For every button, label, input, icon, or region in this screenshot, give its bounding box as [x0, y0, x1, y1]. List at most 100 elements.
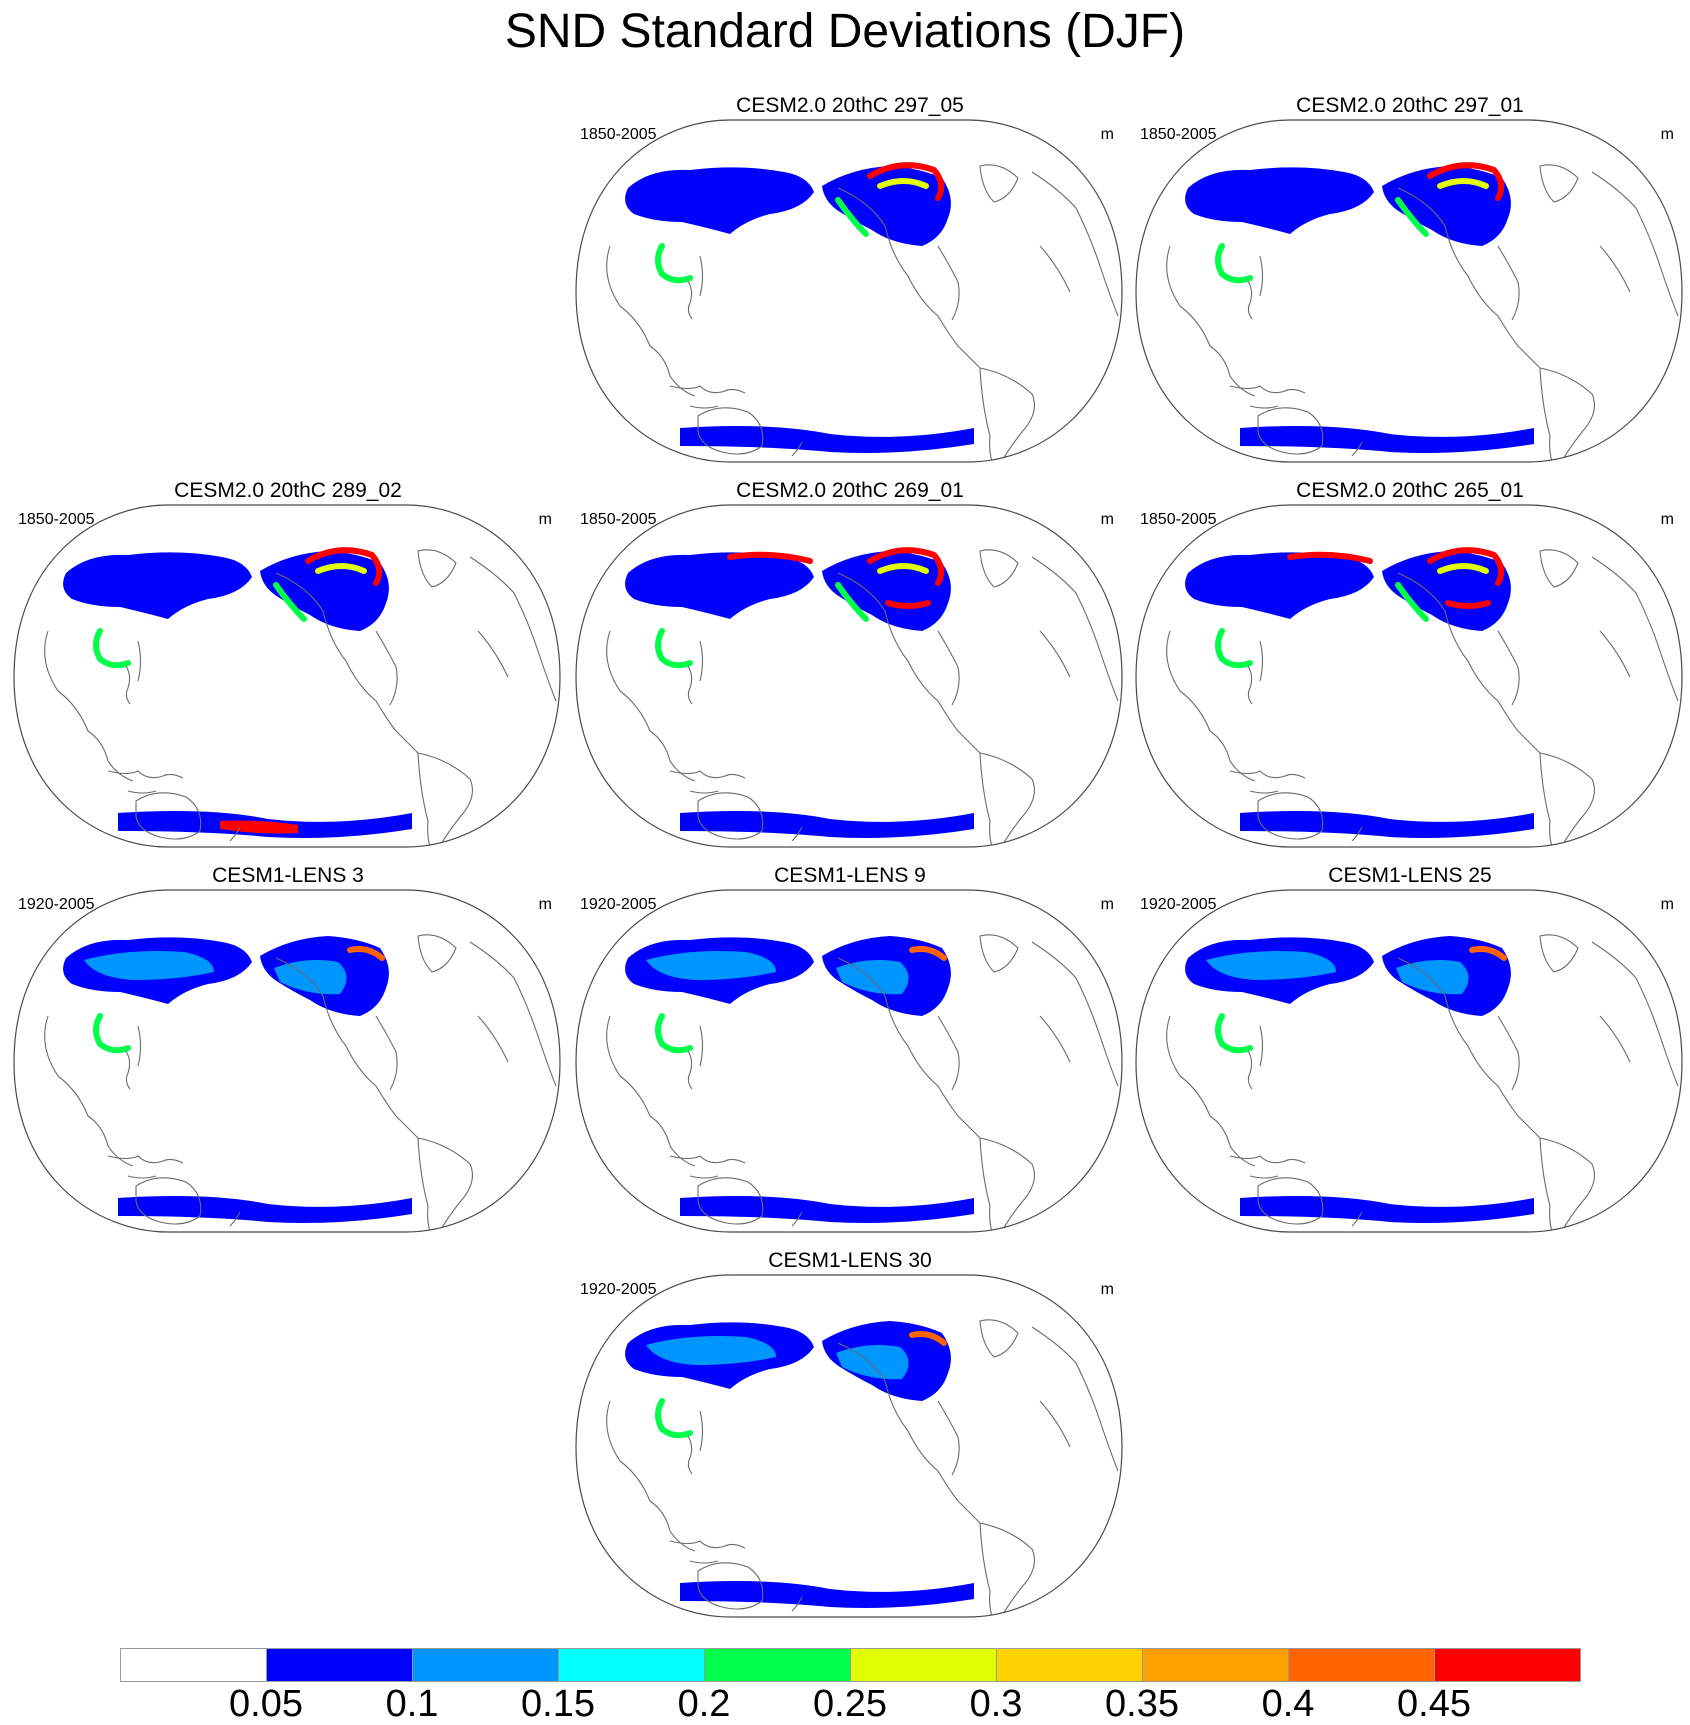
colorbar-level-label: 0.1: [385, 1683, 439, 1725]
panel-unit: m: [1100, 1281, 1114, 1298]
panel-title: CESM2.0 20thC 265_01: [1296, 479, 1524, 502]
coastline: [606, 630, 696, 782]
map-panel: CESM2.0 20thC 265_01 1850-2005 m: [1130, 479, 1690, 859]
snow-field: [867, 547, 945, 586]
coastline: [957, 1115, 981, 1139]
colorbar-swatch: [850, 1648, 997, 1682]
snow-field: [93, 628, 131, 669]
map-plot: [13, 504, 561, 848]
coastline: [1599, 245, 1631, 293]
panel-period: 1850-2005: [1140, 126, 1217, 143]
coastline: [127, 1175, 157, 1179]
coastline: [1599, 630, 1631, 678]
colorbar-level-label: 0.25: [813, 1683, 887, 1725]
snow-field: [877, 178, 929, 189]
colorbar-level-label: 0.15: [521, 1683, 595, 1725]
coastline: [1591, 941, 1679, 1087]
coastline: [837, 957, 959, 1117]
panel-period: 1850-2005: [580, 126, 657, 143]
snow-field: [1396, 960, 1469, 995]
snow-field: [655, 628, 693, 669]
snow-field: [1395, 197, 1429, 237]
panel-unit: m: [1100, 511, 1114, 528]
coastline: [697, 1562, 764, 1610]
coastline: [1031, 941, 1119, 1087]
coastline: [1031, 556, 1119, 702]
snow-field: [347, 946, 385, 961]
snow-field: [1215, 628, 1253, 669]
coastline: [979, 367, 1035, 462]
coastline: [1257, 792, 1324, 840]
coastline: [477, 630, 509, 678]
snow-field: [680, 1196, 974, 1223]
map-panel: CESM1-LENS 9 1920-2005 m: [570, 864, 1130, 1244]
snow-field: [646, 1336, 776, 1365]
coastline: [791, 1211, 803, 1227]
map-panel: CESM1-LENS 3 1920-2005 m: [8, 864, 568, 1244]
coastline: [1397, 957, 1519, 1117]
coastline: [937, 630, 960, 706]
coastline: [107, 770, 184, 779]
map-panel: CESM1-LENS 25 1920-2005 m: [1130, 864, 1690, 1244]
coastline: [697, 407, 764, 455]
coastline: [837, 572, 959, 732]
snow-field: [625, 167, 814, 234]
coastline: [1539, 549, 1579, 588]
coastline: [417, 549, 457, 588]
snow-field: [836, 960, 909, 995]
coastline: [937, 1400, 960, 1476]
snow-field: [1185, 167, 1374, 234]
coastline: [1039, 245, 1071, 293]
coastline: [697, 1177, 764, 1225]
coastline: [1539, 164, 1579, 203]
coastline: [107, 1155, 184, 1164]
snow-field: [867, 162, 945, 201]
coastline: [687, 665, 693, 705]
coastline: [417, 934, 457, 973]
colorbar-level-label: 0.3: [969, 1683, 1023, 1725]
coastline: [1351, 1211, 1363, 1227]
coastline: [1591, 556, 1679, 702]
coastline: [791, 441, 803, 457]
panel-period: 1920-2005: [18, 896, 95, 913]
coastline: [1599, 1015, 1631, 1063]
coastline: [477, 1015, 509, 1063]
coastline: [1539, 752, 1595, 847]
coastline: [1497, 245, 1520, 321]
panel-title: CESM1-LENS 25: [1328, 864, 1492, 887]
map-plot: [575, 119, 1123, 463]
snow-field: [118, 1196, 412, 1223]
coastline: [957, 730, 981, 754]
snow-field: [1287, 551, 1373, 564]
coastline: [1229, 385, 1306, 394]
coastline: [699, 255, 704, 297]
colorbar: 0.05 0.1 0.15 0.2 0.25 0.3 0.35 0.4 0.45: [0, 1640, 1690, 1724]
coastline: [1351, 826, 1363, 842]
snow-field: [220, 820, 298, 834]
map-plot: [575, 1274, 1123, 1618]
coastline: [1259, 255, 1264, 297]
map-panel: CESM2.0 20thC 269_01 1850-2005 m: [570, 479, 1130, 859]
snow-field: [1445, 600, 1491, 609]
coastline: [606, 1015, 696, 1167]
coastline: [275, 572, 397, 732]
coastline: [44, 630, 134, 782]
coastline: [137, 1025, 142, 1067]
colorbar-swatch: [266, 1648, 413, 1682]
map-frame: [575, 119, 1123, 463]
coastline: [699, 640, 704, 682]
coastline: [1397, 187, 1519, 347]
coastline: [1517, 345, 1541, 369]
coastline: [1229, 1155, 1306, 1164]
coastline: [697, 792, 764, 840]
coastline: [1166, 630, 1256, 782]
panel-period: 1850-2005: [18, 511, 95, 528]
coastline: [1166, 245, 1256, 397]
coastline: [1497, 630, 1520, 706]
coastline: [1249, 790, 1279, 794]
snow-field: [1206, 951, 1336, 980]
snow-field: [835, 582, 869, 622]
coastline: [1031, 1326, 1119, 1472]
snow-field: [909, 1331, 947, 1346]
